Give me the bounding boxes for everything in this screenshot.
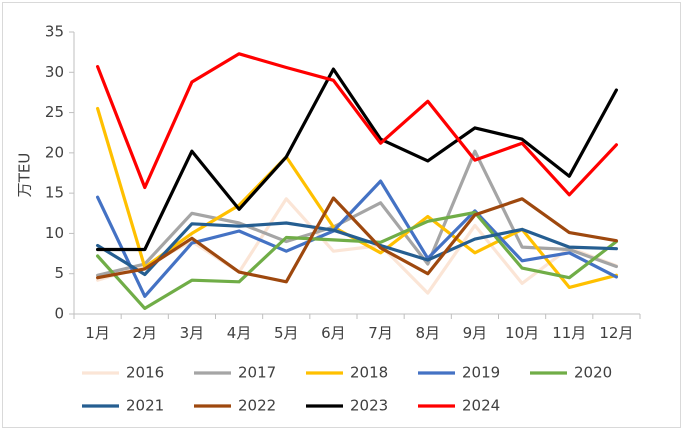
legend-label-2021: 2021	[126, 397, 164, 415]
series-lines	[95, 52, 619, 310]
y-axis-ticks: 0 5 10 15 20 25 30 35	[45, 23, 74, 323]
legend-label-2019: 2019	[462, 364, 500, 382]
series-line-2016	[95, 197, 619, 295]
x-axis-ticks: 1月 2月 3月 4月 5月 6月 7月 8月 9月 10月 11月 12月	[73, 314, 641, 342]
legend-label-2018: 2018	[350, 364, 388, 382]
series-line-2017	[95, 149, 619, 277]
legend-label-2024: 2024	[462, 397, 500, 415]
x-tick-label: 6月	[321, 324, 346, 342]
series-line-2021	[95, 221, 619, 277]
x-tick-label: 8月	[415, 324, 440, 342]
y-tick-label: 5	[54, 264, 64, 282]
series-line-2022	[95, 196, 619, 284]
y-tick-label: 0	[54, 305, 64, 323]
y-tick-label: 10	[45, 224, 64, 242]
y-tick-label: 20	[45, 143, 64, 161]
legend-label-2023: 2023	[350, 397, 388, 415]
y-tick-label: 35	[45, 23, 64, 41]
chart-frame	[2, 2, 681, 428]
y-tick-label: 30	[45, 63, 64, 81]
x-tick-label: 10月	[505, 324, 539, 342]
series-line-2020	[95, 210, 619, 310]
y-tick-label: 15	[45, 184, 64, 202]
x-tick-label: 4月	[227, 324, 252, 342]
x-tick-label: 9月	[463, 324, 488, 342]
x-tick-label: 2月	[132, 324, 157, 342]
series-line-2024	[95, 52, 619, 197]
x-tick-label: 7月	[368, 324, 393, 342]
legend: 2016 2017 2018 2019 2020 2021 2022 2023 2024	[82, 364, 612, 415]
x-tick-label: 1月	[85, 324, 110, 342]
legend-label-2016: 2016	[126, 364, 164, 382]
y-axis-label: 万TEU	[16, 153, 34, 198]
legend-label-2022: 2022	[238, 397, 276, 415]
series-line-2019	[95, 179, 619, 298]
x-tick-label: 12月	[599, 324, 633, 342]
y-tick-label: 25	[45, 103, 64, 121]
x-tick-label: 3月	[180, 324, 205, 342]
legend-label-2020: 2020	[574, 364, 612, 382]
series-line-2023	[95, 67, 619, 252]
legend-label-2017: 2017	[238, 364, 276, 382]
x-tick-label: 5月	[274, 324, 299, 342]
x-tick-label: 11月	[552, 324, 586, 342]
